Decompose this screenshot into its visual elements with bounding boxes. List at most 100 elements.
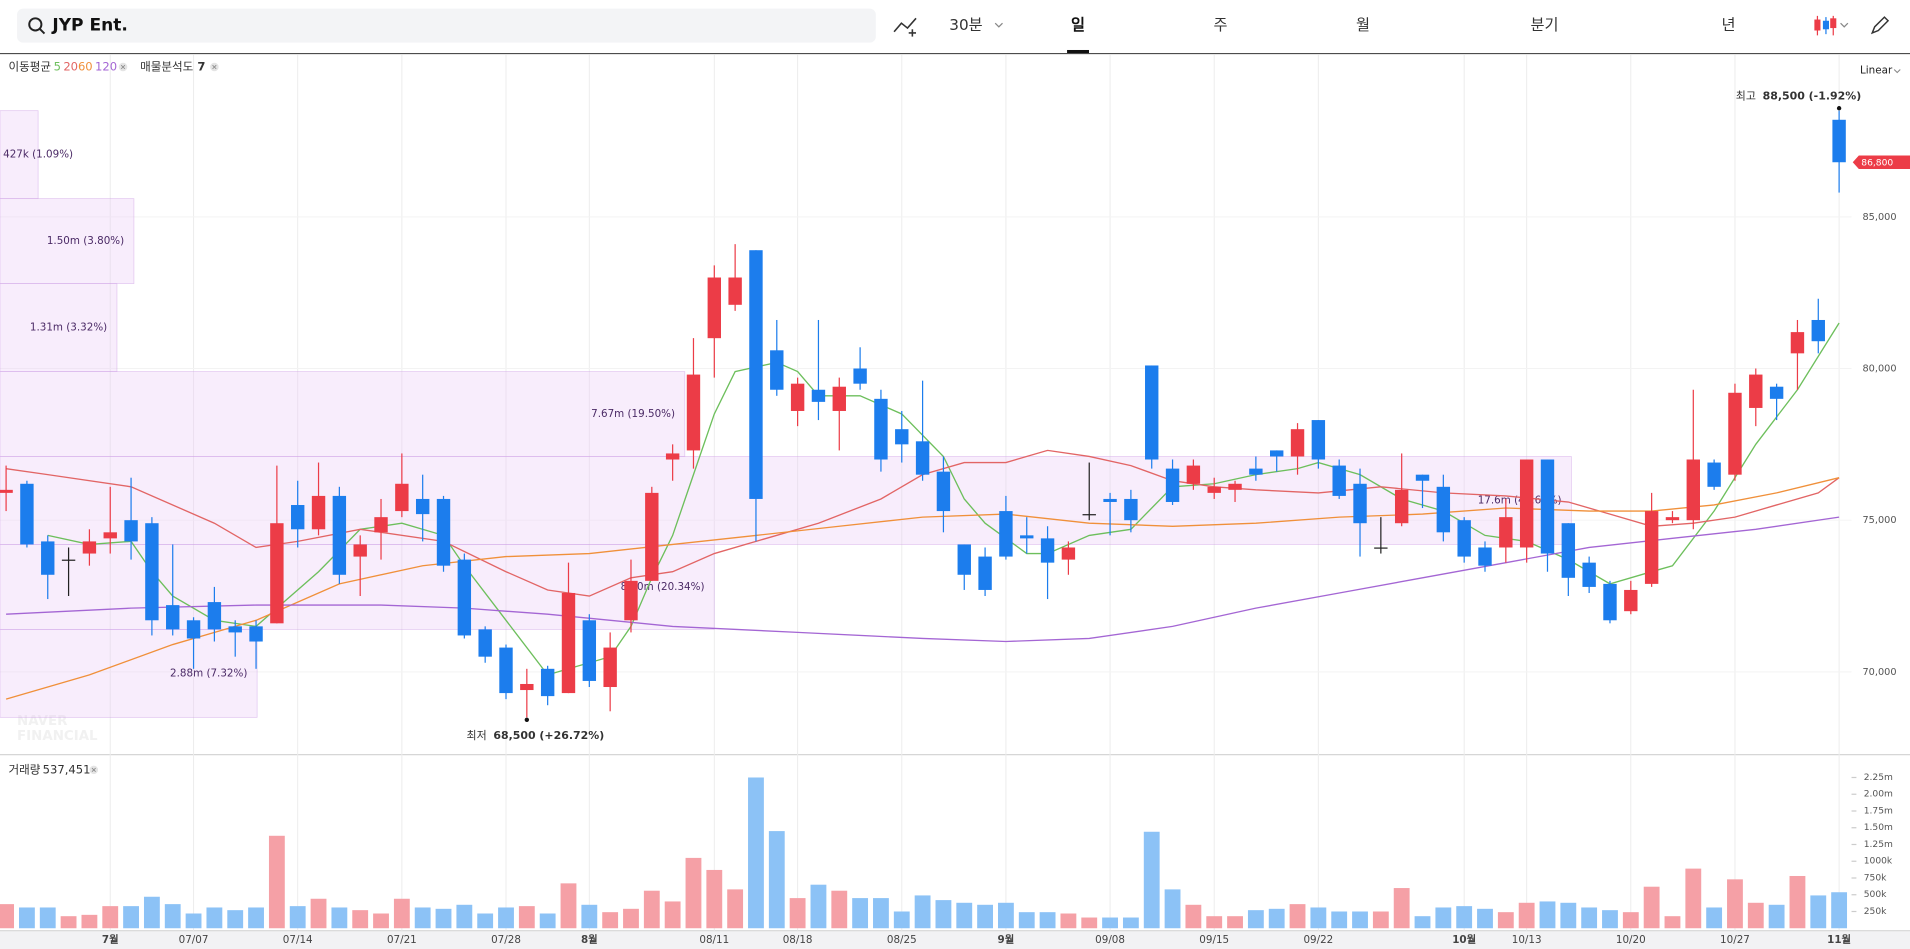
volume-bar [1289,904,1306,929]
candle-body [1082,514,1096,516]
volume-bar [1122,917,1139,929]
volume-bar [1435,907,1452,929]
candle-body [1165,468,1180,502]
volume-close[interactable] [89,765,99,775]
volume-profile-label: 17.6m (44.62%) [1478,494,1562,506]
interval-tab[interactable]: 일 [1071,16,1085,34]
candle-body [353,544,367,557]
volume-profile-label: 2.88m (7.32%) [170,667,247,679]
volume-bar [227,910,244,929]
candle-body [207,602,222,630]
volume-profile-close[interactable] [210,62,219,72]
date-label: 08/25 [887,934,917,946]
ma-legend-close[interactable] [118,62,128,72]
volume-bar [789,898,806,929]
volume-tick-label: 2.25m [1864,773,1893,783]
volume-bar [1268,908,1285,929]
volume-tick-label: 1000k [1864,857,1893,867]
scale-toggle[interactable]: Linear [1860,65,1893,77]
candle-body [832,386,846,411]
moving-average-line [47,322,1840,676]
volume-bar [1560,902,1577,929]
volume-bar [1539,901,1556,929]
date-label: 10/13 [1512,934,1542,946]
high-marker-dot [1836,106,1842,111]
interval-tab[interactable]: 30분 [949,16,982,34]
volume-bar [852,898,869,929]
volume-bar [539,913,556,929]
volume-profile-label: 427k (1.09%) [3,149,73,161]
search-text[interactable]: JYP Ent. [51,16,128,36]
volume-bar [1081,917,1098,929]
candle-body [145,523,159,621]
volume-profile-band [0,629,258,718]
volume-bar [1768,904,1785,929]
date-label: 10/20 [1616,934,1646,946]
candle-body [1582,562,1596,587]
candle-body [1478,547,1492,566]
date-label: 09/22 [1303,934,1333,946]
volume-tick-label: 2.00m [1864,790,1893,800]
volume-bar [331,907,348,929]
candle-body [1228,483,1242,490]
selected-tab-underline [1067,49,1089,54]
volume-bar [1518,902,1535,929]
volume-bar [102,906,119,929]
volume-bar [977,904,994,929]
candle-body [1207,486,1221,493]
candle-body [915,441,930,475]
candle-body [478,629,492,657]
ma-legend-item: 60 [78,60,93,74]
candle-body [624,580,638,621]
date-label: 07/07 [179,934,209,946]
volume-profile-label: 1.31m (3.32%) [30,322,107,334]
volume-profile-band [0,110,39,200]
date-label: 10월 [1452,933,1476,946]
candle-body [1186,465,1201,484]
scale-chevron[interactable] [1893,69,1901,74]
candle-body [1790,332,1805,354]
volume-bar [956,902,973,929]
candle-body [457,559,472,636]
candle-body [1519,459,1534,548]
volume-bar [560,883,577,929]
date-label: 10/27 [1720,934,1750,946]
volume-bar [1810,895,1827,929]
date-axis-strip [0,930,1910,949]
volume-bar [748,777,764,929]
current-price-label: 86,800 [1861,158,1893,168]
volume-bar [1497,912,1514,929]
candle-body [1769,386,1784,399]
volume-bar [1247,910,1264,929]
candle-body [332,495,347,575]
interval-tab[interactable]: 월 [1356,16,1370,34]
interval-tab[interactable]: 분기 [1531,16,1559,34]
volume-bar [1643,886,1660,929]
volume-bar [1789,875,1806,929]
candle-body [415,498,430,515]
price-tick-label: 75,000 [1862,515,1896,526]
drawing-tool-icon[interactable] [893,17,917,37]
volume-profile-label: 8.00m (20.34%) [621,581,705,593]
ma-legend-item: 120 [95,60,117,74]
search-icon [28,17,46,35]
volume-tick-label: 1.50m [1864,823,1893,833]
pencil-icon[interactable] [1870,16,1890,35]
candle-body [103,532,117,539]
interval-tab[interactable]: 년 [1721,16,1735,34]
volume-bar [1331,911,1348,929]
chart-style-icon[interactable] [1814,15,1849,36]
candle-body [1811,319,1825,342]
volume-bar [456,904,473,929]
candle-body [1311,420,1326,460]
candle-body [1436,486,1451,533]
search-box[interactable] [17,8,876,43]
current-price-tag [1852,155,1910,169]
interval-tab[interactable]: 주 [1214,16,1228,34]
volume-profile-label: 1.50m (3.80%) [47,235,124,247]
volume-bar [831,890,848,929]
volume-tick-label: 1.25m [1864,840,1893,850]
interval-chevron[interactable] [994,22,1003,28]
candle-body [311,495,326,530]
